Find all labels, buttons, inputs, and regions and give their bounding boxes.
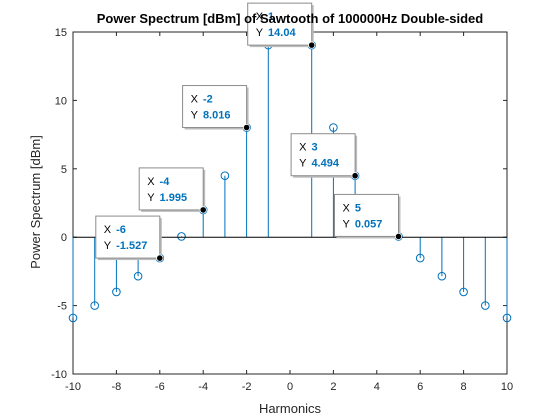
datatip-y-key: Y (343, 218, 351, 230)
axes: -10 -8 -6 -4 -2 0 2 4 6 8 10 -10 -5 0 5 10 15 (51, 27, 513, 393)
datatip-x-key: X (191, 94, 199, 106)
datatip-y-value: 4.494 (311, 158, 339, 170)
chart-title: Power Spectrum [dBm] of Sawtooth of 1000… (97, 11, 483, 26)
datatip-x-key: X (104, 224, 112, 236)
datatip-x-row: X -2 (191, 94, 213, 106)
stem-marker[interactable] (437, 271, 447, 281)
stem-marker[interactable] (220, 171, 230, 181)
datatip-y-key: Y (299, 158, 307, 170)
datatip-marker (308, 41, 316, 49)
stem-marker[interactable] (502, 313, 512, 323)
stem-marker[interactable] (68, 313, 78, 323)
x-tick-label: 4 (374, 381, 380, 393)
stem-marker[interactable] (90, 301, 99, 310)
datatip-y-value: 14.04 (268, 27, 296, 39)
datatip-x-key: X (256, 11, 264, 23)
datatip-y-value: -1.527 (116, 240, 147, 252)
datatip-x-value: 5 (355, 202, 361, 214)
datatip-box (290, 133, 356, 177)
datatip-y-value: 0.057 (355, 218, 383, 230)
x-tick-label: 8 (461, 381, 467, 393)
x-tick-label: 6 (417, 381, 423, 393)
stem-marker[interactable] (177, 232, 186, 241)
stem-marker[interactable] (459, 287, 468, 297)
x-tick-label: 2 (330, 381, 336, 393)
stem-marker[interactable] (415, 253, 425, 263)
x-tick-label: -4 (198, 381, 208, 393)
datatip-x-key: X (147, 176, 155, 188)
datatip-x-value: 3 (311, 142, 317, 154)
datatip-marker (394, 232, 403, 241)
datatip-x-row: X -6 (104, 224, 126, 236)
datatip-y-value: 8.016 (203, 110, 231, 122)
datatip-x-value: -2 (203, 94, 213, 106)
x-tick-label: -2 (242, 381, 252, 393)
datatip[interactable]: X 5Y 0.057 (334, 193, 403, 241)
datatip-box (247, 2, 313, 46)
datatip-y-key: Y (191, 110, 199, 122)
datatip-y-key: Y (147, 192, 155, 204)
stem-marker[interactable] (329, 123, 338, 132)
y-tick-label: -5 (57, 301, 67, 313)
datatip-y-value: 1.995 (160, 192, 188, 204)
datatip-y-row: Y 0.057 (343, 218, 383, 230)
datatip-box (182, 85, 248, 129)
datatip-box (138, 167, 204, 211)
datatip[interactable]: X -4 Y 1.995 (138, 167, 207, 214)
datatip-x-key: X (343, 202, 351, 214)
datatip-x-value: -4 (160, 176, 171, 188)
y-axis-label: Power Spectrum [dBm] (28, 135, 43, 269)
datatip-y-row: Y 4.494 (299, 158, 340, 170)
y-tick-label: 0 (61, 232, 67, 244)
datatip-marker (351, 172, 359, 180)
datatip-y-row: Y 8.016 (191, 110, 231, 122)
x-axis-label: Harmonics (259, 401, 322, 416)
datatip-x-key: X (299, 142, 307, 154)
datatip[interactable]: X -6 Y -1.527 (95, 215, 164, 262)
y-tick-label: -10 (51, 369, 67, 381)
datatip-x-value: -6 (116, 224, 126, 236)
stem-marker[interactable] (481, 301, 490, 310)
datatip-x-row: X -4 (147, 176, 170, 188)
y-tick-label: 10 (55, 95, 67, 107)
datatip-y-row: Y 14.04 (256, 27, 297, 39)
plot-area (72, 31, 508, 375)
x-tick-label: -6 (155, 381, 165, 393)
datatip-box (95, 215, 161, 259)
y-tick-label: 5 (61, 164, 67, 176)
datatip[interactable]: X 3Y 4.494 (290, 133, 359, 180)
datatip[interactable]: X 1Y 14.04 (247, 2, 316, 49)
stem-marker[interactable] (112, 287, 121, 297)
datatip-y-key: Y (104, 240, 112, 252)
stem-marker[interactable] (133, 271, 143, 281)
x-tick-label: 0 (287, 381, 293, 393)
datatip[interactable]: X -2 Y 8.016 (182, 85, 251, 132)
datatip-box (334, 193, 399, 237)
datatip-marker (156, 254, 164, 262)
x-tick-label: 10 (501, 381, 513, 393)
datatip-marker (199, 206, 207, 214)
x-tick-label: -8 (112, 381, 122, 393)
y-tick-label: 15 (55, 27, 67, 39)
datatip-x-value: 1 (268, 11, 274, 23)
x-tick-label: -10 (65, 381, 81, 393)
datatip-marker (243, 123, 251, 132)
datatip-y-row: Y -1.527 (104, 240, 148, 252)
datatip-y-row: Y 1.995 (147, 192, 187, 204)
datatip-y-key: Y (256, 27, 264, 39)
